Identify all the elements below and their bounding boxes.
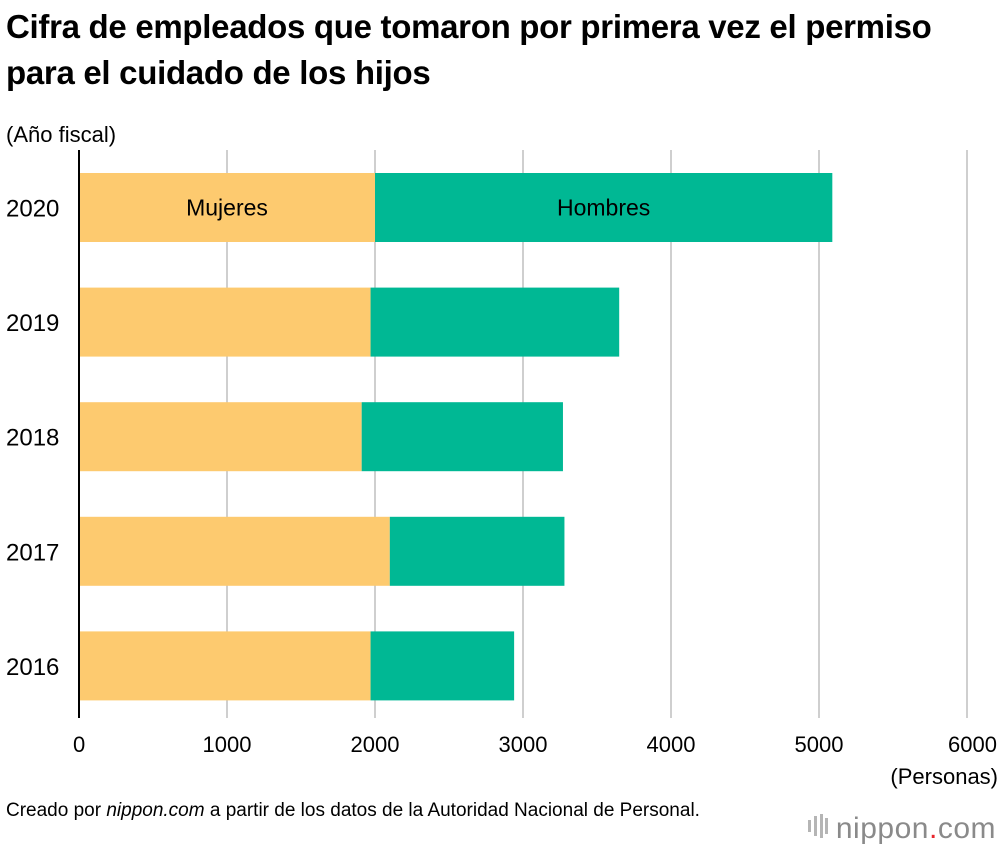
- logo-tld: com: [937, 812, 996, 845]
- x-tick-label: 2000: [351, 732, 400, 757]
- nippon-bars-icon: [807, 812, 828, 846]
- y-tick-label: 2020: [6, 196, 59, 223]
- y-axis-unit-label: (Año fiscal): [6, 122, 117, 147]
- y-tick-label: 2016: [6, 654, 59, 681]
- nippon-logo: nippon. com: [807, 812, 996, 846]
- bars: Mujeres Hombres: [79, 173, 833, 701]
- x-tick-label: 4000: [647, 732, 696, 757]
- bar-2018-mujeres: [79, 402, 362, 472]
- source-note: Creado por nippon.com a partir de los da…: [6, 797, 726, 824]
- bar-2016-mujeres: [79, 631, 371, 701]
- x-tick-label: 3000: [499, 732, 548, 757]
- chart-title: Cifra de empleados que tomaron por prime…: [6, 8, 932, 91]
- bar-2017-mujeres: [79, 516, 390, 586]
- y-tick-label: 2018: [6, 425, 59, 452]
- axes: 0 1000 2000 3000 4000 5000 6000 2020 2019 2018 201…: [6, 150, 997, 757]
- bar-2016-hombres: [370, 631, 515, 701]
- x-tick-label: 0: [73, 732, 85, 757]
- bar-2018-hombres: [361, 402, 563, 472]
- bar-2020-hombres: [375, 173, 833, 242]
- x-tick-label: 5000: [795, 732, 844, 757]
- logo-dot: .: [928, 812, 938, 845]
- bar-chart: Mujeres Hombres 0 1000 2000 3000 4000 5000 6000…: [6, 150, 997, 757]
- x-tick-label: 1000: [203, 732, 252, 757]
- x-axis-unit-label: (Personas): [890, 764, 998, 789]
- y-tick-label: 2017: [6, 539, 59, 566]
- bar-2019-mujeres: [79, 287, 371, 357]
- series-label-mujeres: Mujeres: [186, 195, 268, 221]
- series-label-hombres: Hombres: [557, 195, 650, 221]
- bar-2020-mujeres: [79, 173, 375, 242]
- source-site: nippon.com: [106, 800, 205, 821]
- source-prefix: Creado por: [6, 800, 107, 821]
- bar-2017-hombres: [389, 516, 565, 586]
- y-tick-label: 2019: [6, 310, 59, 337]
- bar-2019-hombres: [370, 287, 620, 357]
- x-tick-label: 6000: [948, 732, 997, 757]
- gridlines: [226, 150, 968, 718]
- logo-name: nippon: [835, 812, 929, 845]
- source-suffix: a partir de los datos de la Autoridad Na…: [204, 800, 700, 821]
